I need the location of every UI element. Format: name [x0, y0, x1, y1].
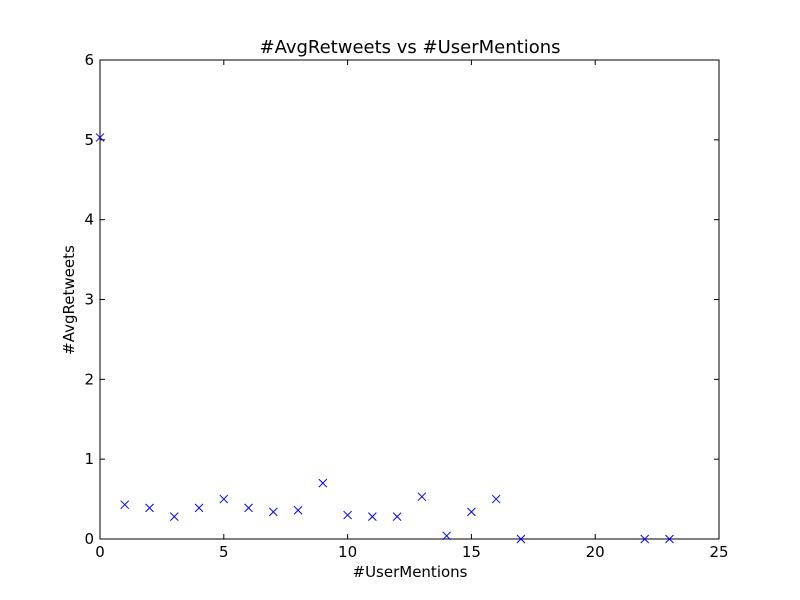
data-point-stroke [120, 500, 130, 510]
data-point [640, 534, 650, 544]
data-point [516, 534, 526, 544]
data-point [95, 133, 105, 142]
data-point-stroke [442, 531, 451, 541]
data-point-stroke [640, 534, 650, 544]
data-point-stroke [194, 503, 204, 513]
x-tick-label: 0 [95, 543, 105, 561]
data-point [368, 512, 377, 522]
data-point [665, 534, 674, 544]
y-tick-label: 6 [84, 51, 94, 69]
chart-title: #AvgRetweets vs #UserMentions [259, 37, 560, 58]
data-point-stroke [268, 507, 278, 517]
y-axis-label: #AvgRetweets [60, 245, 78, 355]
data-point [343, 510, 352, 520]
data-point-stroke [368, 512, 377, 522]
x-tick-label: 5 [219, 543, 229, 561]
data-point-stroke [244, 503, 253, 513]
data-point-stroke [516, 534, 526, 544]
x-tick-label: 10 [338, 543, 357, 561]
y-tick-label: 5 [84, 131, 94, 149]
y-tick-label: 4 [84, 211, 94, 229]
data-point-stroke [293, 505, 303, 515]
data-point [268, 507, 278, 517]
data-point [194, 503, 204, 513]
x-tick-label: 15 [462, 543, 481, 561]
x-axis-label: #UserMentions [353, 563, 468, 581]
x-tick-label: 20 [586, 543, 605, 561]
data-point [120, 500, 130, 510]
data-point-stroke [318, 478, 328, 488]
data-point [392, 512, 402, 522]
y-tick-label: 3 [84, 291, 94, 309]
x-tick-label: 25 [709, 543, 728, 561]
data-point-stroke [145, 503, 154, 513]
data-point [417, 492, 427, 502]
data-point-stroke [219, 494, 229, 504]
data-point-stroke [467, 507, 476, 517]
data-point [169, 512, 179, 522]
y-tick-label: 2 [84, 370, 94, 388]
data-point-stroke [392, 512, 402, 522]
data-point [491, 494, 501, 504]
data-point-stroke [169, 512, 179, 522]
data-point-stroke [491, 494, 501, 504]
data-point [467, 507, 476, 517]
data-point-stroke [665, 534, 674, 544]
data-point [293, 505, 303, 515]
y-tick-label: 1 [84, 450, 94, 468]
data-point [219, 494, 229, 504]
y-tick-label: 0 [84, 530, 94, 548]
data-point [442, 531, 451, 541]
data-point [244, 503, 253, 513]
data-point [145, 503, 154, 513]
plot-area: 0 5 10 15 20 25 0 1 2 3 4 5 6 [84, 51, 728, 561]
data-point-stroke [95, 133, 105, 142]
data-point-stroke [343, 510, 352, 520]
data-point-stroke [417, 492, 427, 502]
data-point [318, 478, 328, 488]
